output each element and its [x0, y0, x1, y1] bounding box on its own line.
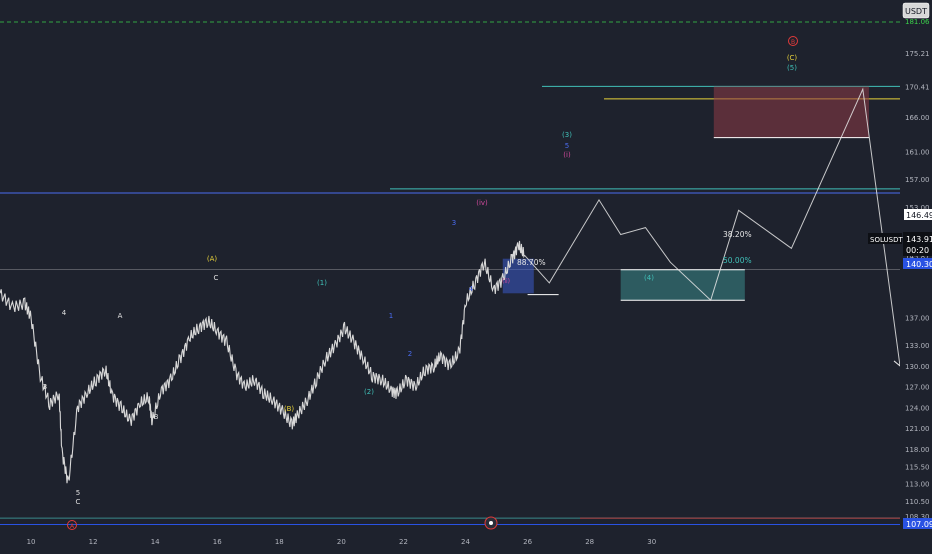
- time-tick-label: 24: [461, 538, 470, 546]
- time-axis-bg[interactable]: [0, 532, 900, 550]
- time-tick-label: 14: [151, 538, 160, 546]
- wave-label: (3): [562, 131, 572, 139]
- time-tick-label: 22: [399, 538, 408, 546]
- wave-label: 4: [62, 309, 67, 317]
- fib-50-label: 50.00%: [723, 256, 752, 265]
- fib-88-label: 88.70%: [517, 258, 546, 267]
- time-tick-label: 30: [647, 538, 656, 546]
- wave-label: (B): [284, 405, 295, 413]
- price-tick-label: 137.00: [905, 315, 930, 323]
- currency-badge-label: USDT: [905, 7, 927, 16]
- price-tick-label: 108.30: [905, 513, 930, 521]
- price-tag-140-label: 140.30: [906, 260, 932, 269]
- wave-label: 4: [469, 285, 474, 293]
- price-tag-146-label: 146.49: [906, 211, 932, 220]
- wave-label: (4): [644, 274, 654, 282]
- wave-label: C: [214, 274, 219, 282]
- wave-label: (2): [364, 388, 374, 396]
- current-price-tag: 143.91 00:20: [903, 232, 932, 256]
- event-icon[interactable]: [484, 516, 498, 530]
- projection-path: [524, 87, 901, 366]
- time-tick-label: 12: [89, 538, 98, 546]
- price-tick-label: 115.50: [905, 463, 930, 471]
- wave-label: (i): [563, 151, 571, 159]
- countdown-label: 00:20: [906, 246, 929, 255]
- fib-38-label: 38.20%: [723, 230, 752, 239]
- price-tick-label: 145.87: [905, 253, 930, 261]
- price-tick-label: 121.00: [905, 425, 930, 433]
- wave-label: (1): [317, 279, 327, 287]
- wave-label: 5: [76, 489, 80, 497]
- time-tick-label: 20: [337, 538, 346, 546]
- price-tag-140: 140.30: [903, 258, 932, 269]
- wave-label: 5: [565, 142, 569, 150]
- wave-label: (iv): [476, 199, 488, 207]
- price-axis-bg[interactable]: [900, 0, 932, 550]
- wave-label: C: [76, 498, 81, 506]
- symbol-tag: SOLUSDT: [868, 233, 903, 244]
- price-tick-label: 175.21: [905, 50, 930, 58]
- wave-label: (C): [787, 54, 798, 62]
- wave-label: A: [118, 312, 123, 320]
- price-tick-label: 113.00: [905, 481, 930, 489]
- wave-label: (5): [787, 64, 797, 72]
- wave-label: 3: [43, 383, 47, 391]
- price-tick-label: 170.41: [905, 83, 930, 91]
- wave-a-circle: [67, 520, 77, 530]
- zone-box: [620, 269, 745, 301]
- price-tick-label: 110.50: [905, 498, 930, 506]
- zones-layer: [502, 86, 869, 301]
- wave-label: B: [154, 413, 159, 421]
- price-tick-label: 161.00: [905, 148, 930, 156]
- wave-label: A: [70, 523, 75, 530]
- time-tick-label: 28: [585, 538, 594, 546]
- time-tick-label: 16: [213, 538, 222, 546]
- zone-box: [713, 86, 869, 138]
- price-tag-146: 146.49: [904, 209, 932, 220]
- price-tag-107-label: 107.09: [906, 520, 932, 529]
- currency-badge[interactable]: USDT: [902, 2, 930, 19]
- price-series: [0, 240, 525, 484]
- price-tick-label: 118.00: [905, 446, 930, 454]
- symbol-tag-label: SOLUSDT: [870, 236, 903, 244]
- time-tick-label: 10: [27, 538, 36, 546]
- current-price-label: 143.91: [906, 235, 932, 244]
- price-tag-107: 107.09: [903, 518, 932, 529]
- time-tick-label: 26: [523, 538, 532, 546]
- time-tick-label: 18: [275, 538, 284, 546]
- price-tick-label: 166.00: [905, 114, 930, 122]
- wave-label: (A): [207, 255, 218, 263]
- marker-ii: (ii): [502, 278, 510, 285]
- wave-label: 1: [389, 312, 393, 320]
- wave-label: 2: [408, 350, 412, 358]
- price-tick-label: 153.00: [905, 204, 930, 212]
- price-tick-label: 157.00: [905, 176, 930, 184]
- price-tick-label: 133.00: [905, 342, 930, 350]
- price-tick-label: 130.00: [905, 363, 930, 371]
- price-layer: [0, 87, 902, 484]
- wave-label: B: [791, 39, 795, 46]
- wave-label: 3: [452, 219, 456, 227]
- top-green-price-label: 181.06: [905, 18, 930, 26]
- lines-layer: [0, 21, 900, 525]
- price-tick-label: 124.00: [905, 404, 930, 412]
- price-tick-label: 127.00: [905, 384, 930, 392]
- wave-b-circle: [788, 36, 798, 46]
